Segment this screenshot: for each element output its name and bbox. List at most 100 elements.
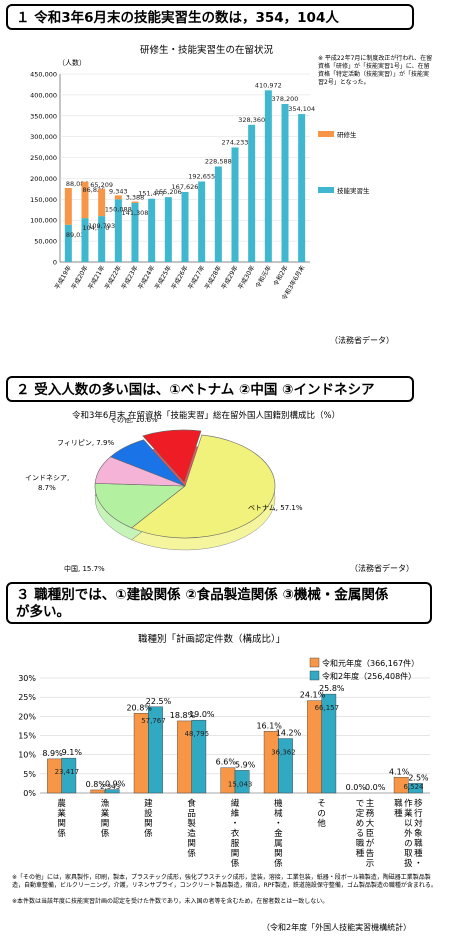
chart3-x-tick-char: 象 — [414, 828, 423, 839]
chart3-percent-label-r2: 19.0% — [189, 710, 215, 719]
chart1-value-label: 109,793 — [88, 222, 115, 230]
chart3-percent-label-r1: 24.1% — [300, 691, 326, 700]
chart3-x-tick-char: 機 — [274, 798, 283, 809]
chart3-percent-label-r2: 14.2% — [276, 729, 302, 738]
chart3-x-tick-char: 属 — [274, 839, 283, 849]
chart3-percent-label-r1: 6.6% — [216, 758, 237, 767]
chart3-x-tick-char: 取 — [404, 849, 413, 859]
chart2-slice-label: ベトナム, 57.1% — [248, 504, 303, 512]
chart1-bar-jissyusei — [164, 197, 172, 262]
chart3-x-tick-char: 大 — [366, 818, 375, 829]
chart1-bar-jissyusei — [231, 147, 239, 262]
chart3-svg: 0%5%10%15%20%25%30%8.9%9.1%23,417農業関係0.8… — [18, 657, 430, 869]
chart2-slice-label: その他, 10.6% — [110, 418, 158, 424]
chart3-x-tick-char: 服 — [231, 839, 240, 849]
chart1-y-tick-label: 150,000 — [30, 196, 57, 204]
chart1-x-tick-label: 令和2年 — [272, 264, 290, 287]
chart3-percent-label-r1: 8.9% — [42, 749, 63, 758]
chart1-trainee-label: 3,388 — [126, 194, 145, 202]
chart3-x-tick-char: ・ — [414, 859, 423, 869]
chart1-x-tick-label: 令和元年 — [254, 264, 273, 289]
chart3-x-tick-char: 食 — [187, 798, 196, 809]
chart1-bar-kenshusei — [131, 201, 139, 203]
chart1-bar-jissyusei — [281, 103, 289, 262]
chart1-trainee-label: 88,086 — [66, 180, 89, 188]
chart3-x-tick-char: 扱 — [404, 858, 413, 869]
chart2-slice-label: 中国, 15.7% — [64, 564, 105, 573]
chart3-x-tick-char: そ — [317, 799, 326, 809]
section-1-heading: １ 令和3年6月末の技能実習生の数は，354，104人 — [6, 4, 414, 30]
chart3-x-tick-char: の — [317, 809, 326, 819]
chart3-x-tick-char: 関 — [144, 819, 153, 829]
chart2-title: 令和3年6月末 在留資格「技能実習」総在留外国人国籍別構成比（%） — [72, 411, 341, 421]
chart3-x-tick-char: 対 — [414, 818, 423, 829]
chart3-x-tick-char: 農 — [57, 798, 66, 809]
chart3-legend-label-r2: 令和2年度（256,408件） — [322, 671, 416, 681]
chart3-x-tick-char: 行 — [414, 808, 423, 819]
chart1-title: 研修生・技能実習生の在留状況 — [140, 45, 274, 56]
chart3-x-tick-char: 移 — [414, 798, 423, 809]
chart3-x-tick-char: で — [356, 799, 365, 809]
chart3-bar-r1 — [307, 700, 322, 794]
chart3-x-tick-char: 械 — [274, 808, 283, 819]
chart1-bar-kenshusei — [114, 195, 122, 200]
chart1-bar-jissyusei — [114, 199, 122, 262]
chart1-note: ※ 平成22年7月に制度改正が行われ、在留資格「研修」が「技能実習1号」に、在留… — [318, 55, 433, 86]
chart3-x-tick-char: 係 — [57, 829, 66, 839]
chart3-count-label: 23,417 — [55, 768, 80, 776]
chart1-trainee-label: 65,209 — [90, 181, 113, 189]
chart1-legend-swatch-jissyusei — [318, 187, 334, 193]
chart3-y-tick-label: 25% — [18, 693, 36, 702]
chart3-percent-label-r1: 20.8% — [126, 703, 152, 712]
chart2-slice-label: インドネシア, — [25, 474, 69, 482]
chart3-x-tick-char: 係 — [187, 849, 196, 859]
chart3-x-tick-char: 示 — [366, 859, 375, 869]
chart3-x-tick-char: 職 — [414, 839, 423, 849]
chart1-legend-label-jissyusei: 技能実習生 — [337, 186, 370, 195]
chart3-footnote1: ※「その他」には，家具製作，印刷，製本，プラスチック成形，強化プラスチック成形，… — [12, 874, 437, 889]
chart3-x-tick-char: 種 — [394, 808, 403, 819]
chart1-value-label: 141,308 — [122, 209, 149, 217]
chart3-x-tick-char: 業 — [101, 808, 110, 819]
chart1-y-tick-label: 400,000 — [30, 91, 57, 99]
chart1-bar-kenshusei — [98, 188, 106, 217]
chart1-legend-swatch-kenshusei — [318, 131, 334, 137]
chart3-percent-label-r2: 9.1% — [62, 748, 83, 757]
chart3-y-tick-label: 30% — [18, 674, 36, 683]
chart1-value-label: 150,088 — [105, 205, 132, 213]
chart1-y-tick-label: 300,000 — [30, 133, 57, 141]
chart1-bar-jissyusei — [98, 216, 106, 262]
chart3-bar-r2 — [61, 757, 77, 794]
chart3-legend-label-r1: 令和元年度（366,167件） — [322, 658, 419, 668]
chart3-bar-r1 — [133, 713, 149, 794]
chart3-x-tick-char: 関 — [101, 819, 110, 829]
chart3-x-tick-char: 主 — [366, 798, 375, 809]
chart3-count-label: 36,362 — [271, 749, 296, 757]
chart3-x-tick-char: 品 — [187, 809, 196, 819]
chart1-bar-kenshusei — [81, 181, 89, 219]
chart3-x-tick-char: 職 — [356, 839, 365, 849]
chart1-bar-jissyusei — [64, 224, 72, 262]
chart3-x-tick-char: 種 — [414, 848, 423, 859]
chart3-x-tick-char: 製 — [187, 818, 196, 829]
chart3-bar-r2 — [278, 738, 293, 794]
chart3-percent-label-r2: 0.9% — [105, 780, 126, 789]
chart3-x-tick-char: 係 — [144, 829, 153, 839]
chart3-y-tick-label: 15% — [18, 732, 36, 741]
section-3-heading-line1: ３ 職種別では、①建設関係 ②食品製造関係 ③機械・金属関係 — [16, 587, 389, 603]
chart1-y-tick-label: 0 — [53, 259, 57, 267]
chart1-ylabel: （人数） — [58, 59, 86, 67]
chart3-count-label: 2,343 — [100, 783, 120, 791]
chart3-x-tick-char: ・ — [274, 819, 283, 829]
chart1-bar-jissyusei — [264, 90, 272, 263]
chart3-percent-label-r1: 18.8% — [170, 711, 196, 720]
chart3-x-tick-char: 作 — [404, 798, 413, 809]
chart3-x-tick-char: 関 — [187, 839, 196, 849]
chart3-x-tick-char: 繊 — [231, 798, 240, 809]
chart3-percent-label-r1: 4.1% — [389, 767, 410, 776]
section-3-heading: ３ 職種別では、①建設関係 ②食品製造関係 ③機械・金属関係 が多い。 — [6, 582, 432, 624]
chart3-count-label: 15,043 — [228, 780, 253, 788]
chart3-legend-swatch-r2 — [309, 670, 320, 681]
chart3-percent-label-r2: 5.9% — [235, 760, 256, 769]
chart3-x-tick-char: め — [356, 819, 365, 829]
